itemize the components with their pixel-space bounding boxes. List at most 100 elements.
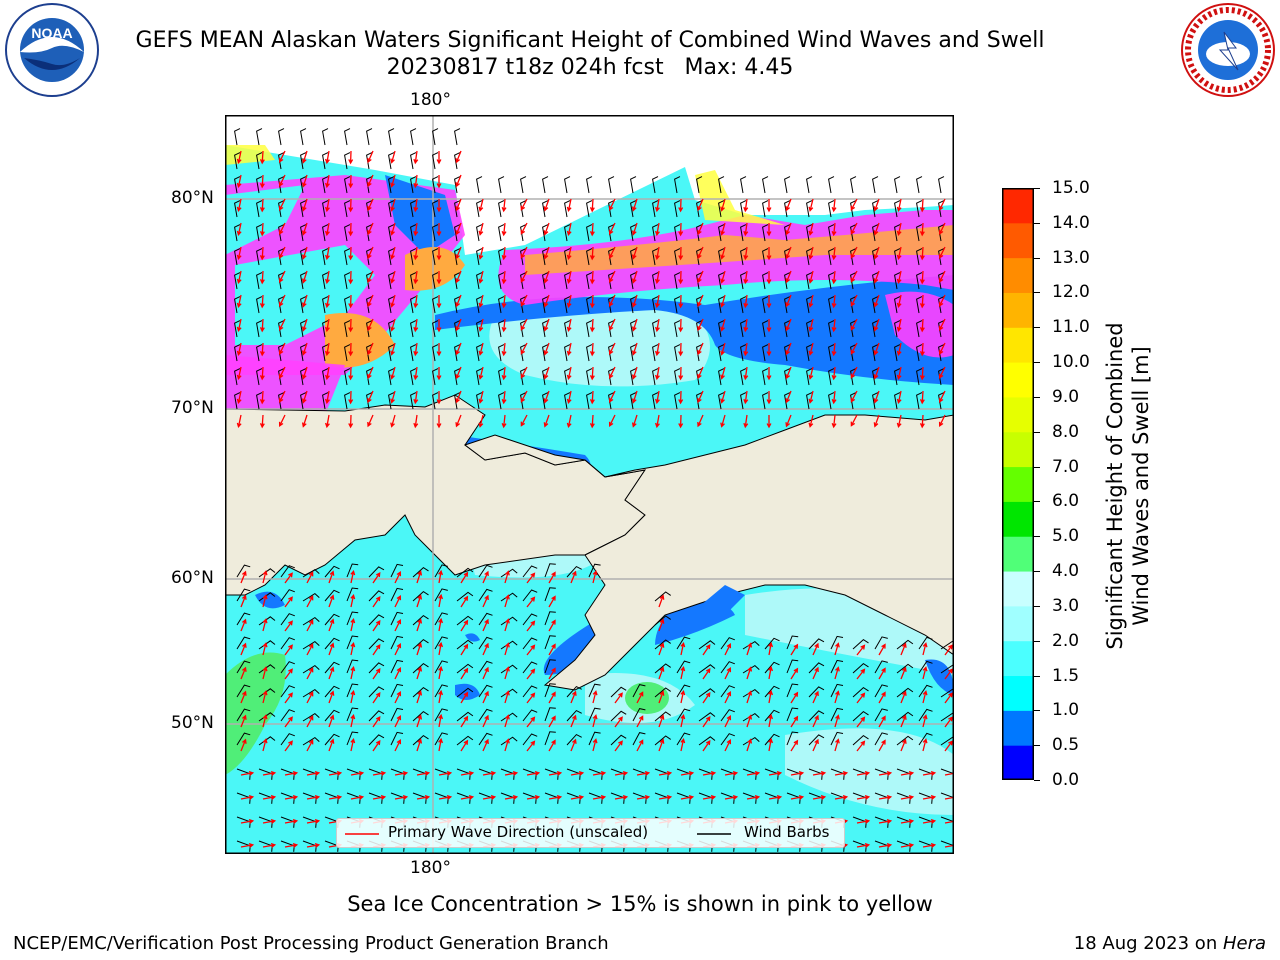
wave-direction-arrow [236,342,242,357]
wave-direction-arrow [367,294,374,308]
wind-barb [498,368,505,386]
wave-direction-arrow [548,715,556,728]
wave-direction-arrow [543,366,550,380]
wind-barb [478,588,493,602]
wind-barb [522,589,538,602]
wave-direction-arrow [768,641,774,656]
wind-barb [388,296,395,314]
colorbar-tick-mark [1034,571,1040,573]
wind-barb [676,636,691,650]
wave-direction-arrow [367,174,374,188]
wave-direction-arrow [785,294,792,308]
wind-barb [894,320,901,338]
wind-barb [784,296,791,314]
wave-direction-arrow [856,692,866,704]
wind-barb [258,616,276,626]
wave-direction-arrow [878,667,886,680]
wave-direction-arrow [724,666,732,680]
wave-direction-arrow [678,198,684,213]
wave-direction-arrow [831,246,837,261]
wind-barb [762,272,769,290]
wind-barb [324,709,340,722]
wave-direction-arrow [658,714,665,728]
wind-barb [608,320,615,338]
wave-direction-arrow [743,342,749,357]
ocean-area [235,245,375,345]
wind-barb [478,684,493,698]
wind-barb [366,176,373,194]
wave-direction-arrow [526,620,536,632]
wave-direction-arrow [301,390,308,404]
wave-direction-arrow [284,842,299,848]
wave-direction-arrow [808,198,814,212]
wind-barb [454,344,461,362]
wave-direction-arrow [808,390,814,404]
wave-direction-arrow [438,665,444,680]
wave-direction-arrow [944,818,954,824]
wind-barb [390,563,404,578]
wind-barb [608,176,615,194]
wave-direction-arrow [922,842,937,848]
wave-direction-arrow [284,572,293,584]
wind-barb [344,344,351,362]
wind-barb [806,344,813,362]
wind-barb [652,248,659,266]
wave-direction-arrow [831,342,837,357]
wind-barb [410,368,417,386]
sea-ice-area [695,170,785,225]
wave-direction-arrow [350,593,356,608]
wave-direction-arrow [808,342,814,356]
wave-direction-arrow [259,294,265,309]
wind-barb [258,712,276,722]
wave-direction-arrow [478,366,484,380]
wave-direction-arrow [262,570,268,584]
wave-direction-arrow [589,390,595,405]
wave-direction-arrow [372,571,381,584]
wave-direction-arrow [348,414,354,429]
wind-barb [454,176,461,194]
wave-direction-arrow [856,794,871,800]
wave-direction-arrow [455,366,462,380]
wave-direction-arrow [240,666,247,680]
lat-label-50: 50°N [171,713,214,733]
wave-direction-arrow [856,668,866,680]
wind-barb [300,392,307,410]
wave-direction-arrow [570,690,577,704]
wave-direction-arrow [785,318,792,332]
wave-direction-arrow [460,571,469,584]
wind-barb [302,616,320,626]
colorbar-tick-mark [1034,292,1040,294]
wave-direction-arrow [236,366,242,381]
wind-barb [302,568,320,578]
wind-barb [302,736,320,746]
wave-direction-arrow [436,151,442,165]
wave-direction-arrow [834,738,840,752]
wave-direction-arrow [850,390,858,403]
wave-direction-arrow [324,414,330,429]
chart-title: GEFS MEAN Alaskan Waters Significant Hei… [135,28,1045,53]
wind-barb [498,320,505,338]
wave-direction-arrow [724,714,732,728]
wave-direction-arrow [278,246,286,260]
wind-barb [234,344,241,362]
wind-barb [740,224,747,242]
wind-barb [410,200,417,218]
wave-direction-arrow [306,595,314,608]
wave-direction-arrow [850,366,858,379]
wave-direction-arrow [720,246,726,260]
wind-barb [388,128,395,146]
wave-direction-arrow [259,366,265,381]
wind-barb [498,248,505,266]
wind-barb [808,710,825,722]
wind-barb [630,272,637,290]
wind-barb [498,176,505,194]
wind-barb [674,224,681,242]
wave-direction-arrow [416,690,423,704]
wave-direction-arrow [922,690,928,704]
wind-barb [762,368,769,386]
wave-direction-arrow [278,174,286,188]
wave-direction-arrow [328,642,335,656]
wind-barb [434,612,448,626]
wave-direction-arrow [390,366,396,380]
wave-direction-arrow [460,739,469,752]
